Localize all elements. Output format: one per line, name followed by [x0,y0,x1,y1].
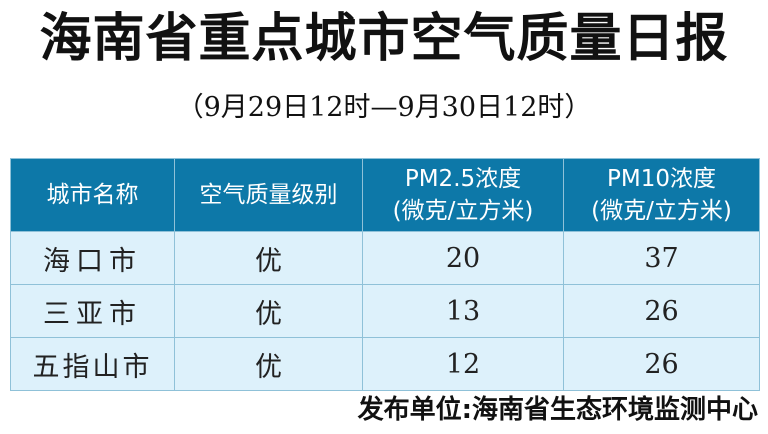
cell-pm10: 26 [563,337,760,391]
header-pm10-unit: (微克/立方米) [591,198,732,224]
publisher-credit: 发布单位:海南省生态环境监测中心 [357,395,758,425]
cell-pm25: 12 [362,337,564,391]
header-aqi-label: 空气质量级别 [199,182,338,208]
date-range-subtitle: （9月29日12时—9月30日12时） [176,92,592,123]
header-pm25: PM2.5浓度 (微克/立方米) [362,158,564,232]
cell-city: 海口市 [10,231,175,285]
table-row: 海口市 优 20 37 [10,231,760,285]
header-pm25-label: PM2.5浓度 [404,166,522,192]
cell-city: 三亚市 [10,284,175,338]
cell-city: 五指山市 [10,337,175,391]
cell-pm25: 13 [362,284,564,338]
header-pm10-label: PM10浓度 [607,166,716,192]
header-aqi-level: 空气质量级别 [174,158,363,232]
header-city: 城市名称 [10,158,175,232]
table-row: 五指山市 优 12 26 [10,337,760,391]
header-city-label: 城市名称 [46,182,139,208]
header-pm10: PM10浓度 (微克/立方米) [563,158,760,232]
page-title: 海南省重点城市空气质量日报 [39,9,729,69]
cell-level: 优 [174,284,363,338]
cell-level: 优 [174,337,363,391]
table-row: 三亚市 优 13 26 [10,284,760,338]
cell-level: 优 [174,231,363,285]
table-header-row: 城市名称 空气质量级别 PM2.5浓度 (微克/立方米) PM10浓度 (微克/立方… [10,158,760,232]
header-pm25-unit: (微克/立方米) [392,198,534,224]
cell-pm25: 20 [362,231,564,285]
air-quality-table: 城市名称 空气质量级别 PM2.5浓度 (微克/立方米) PM10浓度 (微克/立方… [10,158,760,391]
cell-pm10: 26 [563,284,760,338]
cell-pm10: 37 [563,231,760,285]
